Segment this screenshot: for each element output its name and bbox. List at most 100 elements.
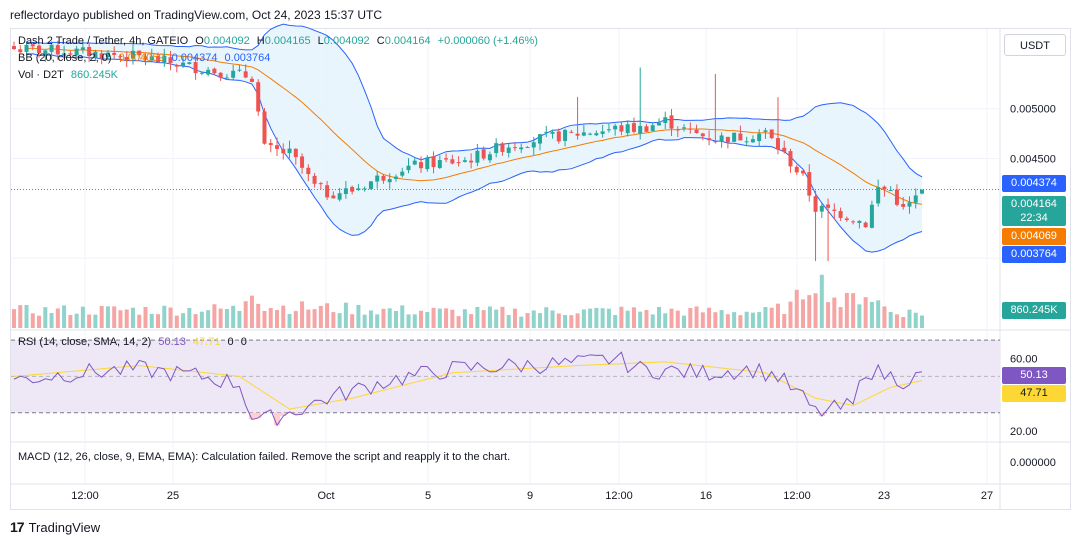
candle-body: [137, 50, 142, 56]
candle-body: [675, 129, 680, 131]
candle-body: [851, 221, 856, 223]
candle-body: [506, 147, 511, 153]
volume-bar: [750, 312, 755, 328]
chart-frame: [10, 28, 1071, 510]
volume-bar: [525, 313, 530, 328]
rsi-ma-line: [13, 361, 923, 410]
candle-body: [312, 175, 317, 184]
macd-label[interactable]: MACD (12, 26, close, 9, EMA, EMA): Calcu…: [18, 451, 511, 463]
volume-bar: [387, 308, 392, 328]
candle-body: [544, 131, 549, 133]
candle-body: [907, 202, 912, 207]
ohlc-high: H0.004165: [256, 35, 311, 47]
volume-bar: [782, 314, 787, 328]
candle-body: [356, 188, 361, 191]
volume-bar: [832, 297, 837, 328]
currency-button[interactable]: USDT: [1004, 34, 1066, 56]
candle-body: [456, 162, 461, 164]
candle-body: [913, 195, 918, 203]
candle-body: [807, 172, 812, 196]
candle-body: [331, 195, 336, 199]
candle-body: [281, 148, 286, 154]
rsi-tick-label: 20.00: [1010, 426, 1038, 438]
volume-bar: [688, 308, 693, 328]
volume-bar: [62, 305, 67, 328]
candle-body: [62, 53, 67, 56]
candle-body: [876, 187, 881, 204]
bb-upper-badge: 0.004374: [1002, 175, 1066, 192]
candle-body: [744, 141, 749, 143]
volume-bar: [105, 306, 110, 328]
rsi-label[interactable]: RSI (14, close, SMA, 14, 2): [18, 336, 152, 348]
volume-bar: [99, 305, 104, 328]
volume-bar: [475, 306, 480, 328]
candle-body: [801, 170, 806, 174]
candle-body: [168, 57, 173, 64]
volume-bar: [444, 308, 449, 328]
candle-body: [212, 68, 217, 74]
symbol-label[interactable]: Dash 2 Trade / Tether, 4h, GATEIO: [18, 35, 189, 47]
price-tick-label: 0.004500: [1010, 154, 1056, 166]
candle-body: [882, 186, 887, 190]
publish-info: reflectordayo published on TradingView.c…: [10, 8, 382, 22]
candle-body: [650, 125, 655, 131]
candle-body: [318, 183, 323, 185]
volume-bar: [738, 315, 743, 328]
volume-bar: [18, 305, 23, 328]
candle-body: [512, 147, 517, 149]
volume-bar: [863, 297, 868, 328]
volume-bar: [231, 305, 236, 328]
volume-bar: [149, 313, 154, 328]
volume-bar: [300, 301, 305, 328]
volume-bar: [74, 313, 79, 328]
volume-bar: [181, 313, 186, 328]
volume-bar: [331, 312, 336, 328]
candle-body: [450, 159, 455, 164]
volume-bar: [794, 289, 799, 328]
candle-body: [581, 132, 586, 136]
candle-body: [156, 56, 161, 63]
bb-label[interactable]: BB (20, close, 2, 0): [18, 52, 112, 64]
volume-bar: [913, 312, 918, 328]
price-tick-label: 0.005000: [1010, 104, 1056, 116]
volume-bar: [594, 307, 599, 328]
time-tick-label: Oct: [317, 490, 334, 502]
candle-body: [387, 179, 392, 183]
volume-bar: [431, 307, 436, 328]
candle-body: [575, 133, 580, 136]
volume-bar: [506, 314, 511, 328]
candle-body: [638, 125, 643, 134]
candle-body: [494, 143, 499, 154]
volume-bar: [462, 309, 467, 328]
candle-body: [87, 46, 92, 57]
volume-bar: [638, 311, 643, 328]
candle-body: [12, 46, 16, 50]
candle-body: [750, 139, 755, 143]
volume-bar: [381, 308, 386, 328]
candle-body: [362, 188, 367, 190]
volume-bar: [775, 303, 780, 328]
vol-label[interactable]: Vol · D2T: [18, 69, 64, 81]
volume-bar: [187, 307, 192, 328]
volume-bar: [851, 293, 856, 328]
volume-bar: [325, 303, 330, 328]
candle-body: [419, 162, 424, 169]
macd-tick-label: 0.000000: [1010, 457, 1056, 469]
volume-bar: [656, 307, 661, 328]
volume-bar: [281, 305, 286, 328]
candle-body: [538, 134, 543, 144]
candle-body: [93, 51, 98, 58]
candle-body: [181, 62, 186, 67]
volume-bar: [763, 307, 768, 328]
volume-bar: [538, 313, 543, 328]
volume-bar: [631, 307, 636, 328]
volume-bar: [256, 303, 261, 328]
rsi-oversold-fill: [280, 412, 287, 417]
candle-body: [481, 149, 486, 159]
volume-bar: [375, 314, 380, 328]
macd-legend: MACD (12, 26, close, 9, EMA, EMA): Calcu…: [18, 451, 514, 463]
rsi-ma-badge: 47.71: [1002, 385, 1066, 402]
volume-bar: [143, 306, 148, 328]
current-price-value: 0.004164: [1011, 198, 1057, 210]
